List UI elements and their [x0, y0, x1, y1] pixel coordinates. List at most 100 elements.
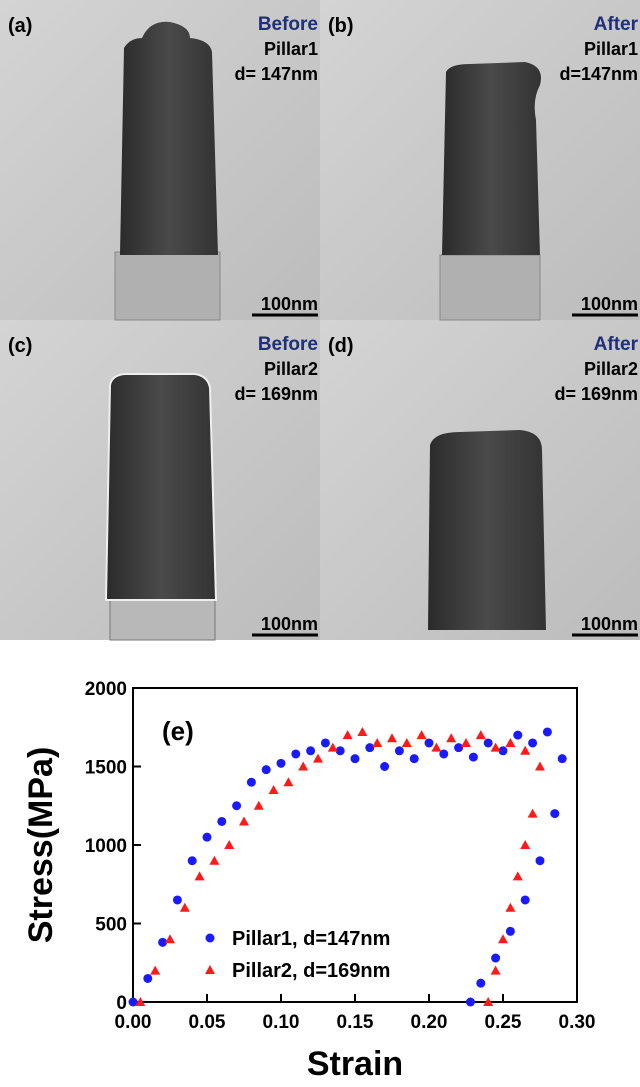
- marker: [483, 738, 493, 748]
- x-tick-label: 0.30: [559, 1012, 596, 1033]
- marker: [224, 840, 235, 849]
- marker: [535, 761, 545, 771]
- marker: [239, 816, 249, 826]
- marker: [394, 746, 404, 756]
- marker: [520, 745, 531, 755]
- x-tick-label: 0.05: [189, 1012, 226, 1033]
- diameter-label: d= 147nm: [234, 64, 318, 84]
- x-tick-label: 0.25: [485, 1012, 522, 1033]
- marker: [217, 816, 227, 826]
- panel-label: (b): [328, 15, 354, 37]
- marker: [483, 997, 494, 1006]
- marker: [491, 953, 501, 963]
- diameter-label: d=147nm: [559, 64, 638, 84]
- pillar-label: Pillar1: [584, 39, 638, 59]
- marker: [431, 742, 442, 752]
- state-label: Before: [258, 334, 318, 355]
- marker: [194, 871, 205, 881]
- scale-bar-label: 100nm: [581, 294, 638, 314]
- marker: [357, 726, 368, 736]
- legend-marker: [205, 965, 215, 974]
- panel-label: (d): [328, 335, 354, 357]
- marker: [335, 746, 345, 756]
- marker: [550, 809, 560, 819]
- marker: [528, 738, 538, 748]
- marker: [512, 871, 523, 881]
- marker: [498, 934, 508, 944]
- panel-labels: (a) Before Pillar1 d= 147nm 100nm (b) After Pil…: [8, 14, 639, 637]
- marker: [261, 765, 271, 775]
- marker: [409, 754, 419, 764]
- marker: [416, 730, 427, 740]
- panel-label: (c): [8, 335, 32, 357]
- marker: [165, 934, 175, 944]
- plot-frame: [132, 687, 578, 1003]
- marker: [327, 742, 338, 752]
- pillar-body: [428, 430, 546, 630]
- x-tick-label: 0.20: [411, 1012, 448, 1033]
- panel-label: (e): [162, 716, 194, 746]
- marker: [268, 785, 279, 795]
- pillar-body: [104, 373, 218, 601]
- x-tick-label: 0.00: [115, 1012, 152, 1033]
- marker: [350, 754, 360, 764]
- marker: [520, 840, 531, 849]
- marker: [380, 762, 390, 771]
- pillar-label: Pillar1: [264, 39, 318, 59]
- state-label: After: [594, 14, 639, 35]
- y-tick-label: 500: [95, 915, 127, 936]
- pillar-base: [114, 251, 221, 321]
- marker: [505, 737, 516, 747]
- marker: [320, 738, 330, 748]
- marker: [150, 965, 161, 975]
- y-tick-label: 1000: [85, 836, 127, 857]
- marker: [513, 730, 523, 740]
- legend-label: Pillar2, d=169nm: [232, 960, 390, 982]
- marker: [557, 754, 567, 764]
- marker: [135, 997, 146, 1006]
- pillar-label: Pillar2: [264, 359, 318, 379]
- marker: [461, 737, 471, 747]
- marker: [465, 997, 475, 1007]
- marker: [505, 902, 516, 912]
- x-tick-label: 0.15: [337, 1012, 374, 1033]
- state-label: After: [594, 334, 639, 355]
- y-tick-label: 2000: [85, 679, 127, 700]
- marker: [446, 733, 457, 743]
- marker: [365, 743, 375, 753]
- marker: [490, 742, 501, 752]
- marker: [387, 733, 397, 743]
- marker: [128, 997, 138, 1007]
- marker: [439, 749, 449, 759]
- marker: [143, 973, 153, 983]
- pillar-body: [120, 21, 218, 255]
- x-axis-label: Strain: [307, 1045, 403, 1083]
- marker: [313, 753, 323, 763]
- pillar-base: [109, 599, 216, 641]
- panel-label: (a): [8, 15, 32, 37]
- marker: [475, 730, 486, 740]
- x-tick-label: 0.10: [263, 1012, 300, 1033]
- scale-bar-label: 100nm: [261, 614, 318, 634]
- marker: [527, 808, 538, 818]
- marker: [424, 738, 434, 748]
- marker: [372, 737, 383, 747]
- marker: [246, 777, 256, 787]
- marker: [476, 978, 486, 988]
- marker: [468, 752, 478, 762]
- marker: [202, 832, 212, 842]
- marker: [276, 758, 286, 768]
- marker: [306, 746, 316, 756]
- marker: [520, 895, 530, 905]
- pillar-label: Pillar2: [584, 359, 638, 379]
- scale-bar-label: 100nm: [261, 294, 318, 314]
- legend-label: Pillar1, d=147nm: [232, 928, 390, 950]
- y-axis-label: Stress(MPa): [22, 747, 60, 944]
- y-tick-label: 1500: [85, 758, 127, 779]
- marker: [158, 937, 168, 947]
- pillar-body: [442, 62, 541, 255]
- marker: [401, 737, 412, 747]
- marker: [172, 895, 182, 905]
- marker: [535, 856, 545, 866]
